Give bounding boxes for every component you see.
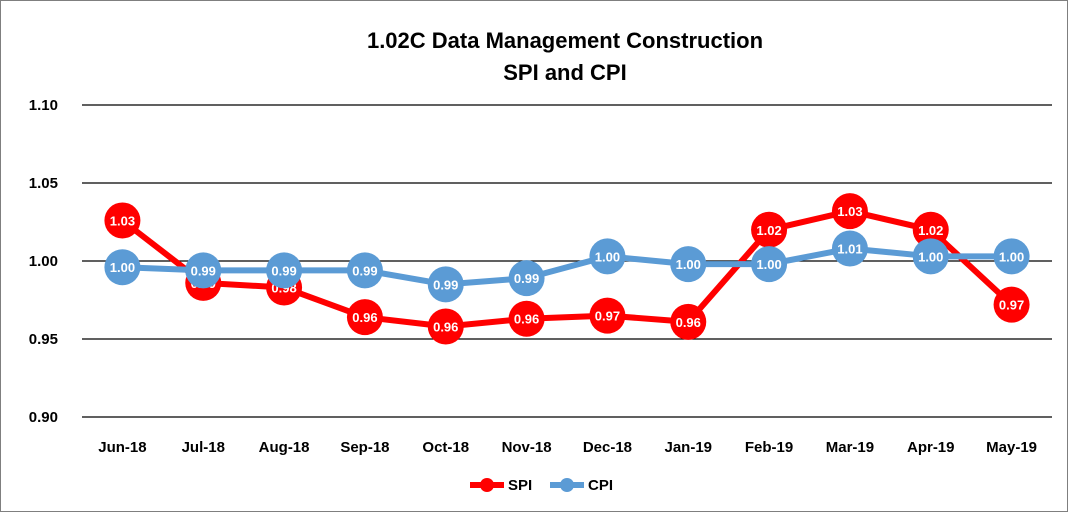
data-label-spi: 0.97 (595, 309, 620, 324)
data-label-cpi: 0.99 (271, 263, 296, 278)
data-point-spi (831, 193, 868, 230)
legend-marker-cpi (560, 478, 574, 492)
data-label-spi: 0.96 (676, 315, 701, 330)
y-tick-label: 1.05 (29, 175, 58, 192)
legend: SPI CPI (470, 477, 613, 494)
data-point-cpi (427, 266, 464, 303)
series-layer: 1.030.990.980.960.960.960.970.961.021.03… (104, 193, 1030, 345)
x-tick-label: Aug-18 (259, 439, 310, 456)
data-label-spi: 1.03 (837, 204, 862, 219)
chart-title: 1.02C Data Management Construction (367, 28, 763, 53)
data-point-spi (751, 211, 788, 248)
y-tick-label: 0.90 (29, 409, 58, 426)
legend-label-spi: SPI (508, 477, 532, 494)
data-label-cpi: 0.99 (433, 277, 458, 292)
x-tick-label: Apr-19 (907, 439, 955, 456)
data-point-spi (508, 300, 545, 337)
data-point-spi (993, 286, 1030, 323)
x-tick-label: Jan-19 (664, 439, 712, 456)
data-label-spi: 0.96 (352, 310, 377, 325)
data-point-cpi (346, 252, 383, 289)
y-tick-label: 1.10 (29, 97, 58, 114)
data-point-spi (670, 303, 707, 340)
data-label-cpi: 1.00 (999, 249, 1024, 264)
data-label-cpi: 1.00 (595, 249, 620, 264)
data-point-cpi (751, 246, 788, 283)
data-label-cpi: 1.00 (918, 249, 943, 264)
data-label-cpi: 1.00 (756, 257, 781, 272)
x-tick-label: Mar-19 (826, 439, 874, 456)
legend-label-cpi: CPI (588, 477, 613, 494)
data-label-spi: 1.02 (918, 223, 943, 238)
data-label-cpi: 0.99 (352, 263, 377, 278)
data-point-cpi (185, 252, 222, 289)
data-label-cpi: 1.01 (837, 242, 862, 257)
data-point-spi (104, 202, 141, 239)
data-label-cpi: 0.99 (191, 263, 216, 278)
x-tick-label: Nov-18 (502, 439, 552, 456)
data-point-cpi (831, 230, 868, 267)
data-point-cpi (266, 252, 303, 289)
y-axis-ticks: 0.90 0.95 1.00 1.05 1.10 (29, 97, 58, 426)
data-label-spi: 1.03 (110, 213, 135, 228)
data-point-cpi (508, 260, 545, 297)
y-tick-label: 0.95 (29, 331, 58, 348)
series-line-cpi (119, 245, 1015, 288)
data-label-cpi: 1.00 (110, 260, 135, 275)
data-point-spi (912, 211, 949, 248)
x-tick-label: Jun-18 (98, 439, 146, 456)
x-tick-label: Feb-19 (745, 439, 793, 456)
data-label-cpi: 1.00 (676, 257, 701, 272)
data-point-spi (589, 297, 626, 334)
data-label-spi: 0.96 (433, 320, 458, 335)
data-point-spi (427, 308, 464, 345)
data-point-cpi (589, 238, 626, 275)
data-point-cpi (670, 246, 707, 283)
x-tick-label: Oct-18 (422, 439, 469, 456)
x-axis-ticks: Jun-18 Jul-18 Aug-18 Sep-18 Oct-18 Nov-18 Dec-… (98, 439, 1037, 456)
data-point-cpi (104, 249, 141, 286)
data-point-spi (346, 299, 383, 336)
x-tick-label: Sep-18 (340, 439, 389, 456)
data-label-spi: 0.96 (514, 312, 539, 327)
data-point-cpi (912, 238, 949, 275)
gridlines (82, 104, 1052, 418)
x-tick-label: Jul-18 (182, 439, 225, 456)
legend-marker-spi (480, 478, 494, 492)
y-tick-label: 1.00 (29, 253, 58, 270)
x-tick-label: May-19 (986, 439, 1037, 456)
data-point-cpi (993, 238, 1030, 275)
chart-subtitle: SPI and CPI (503, 60, 626, 85)
data-label-spi: 1.02 (756, 223, 781, 238)
data-label-cpi: 0.99 (514, 271, 539, 286)
x-tick-label: Dec-18 (583, 439, 632, 456)
data-label-spi: 0.97 (999, 298, 1024, 313)
